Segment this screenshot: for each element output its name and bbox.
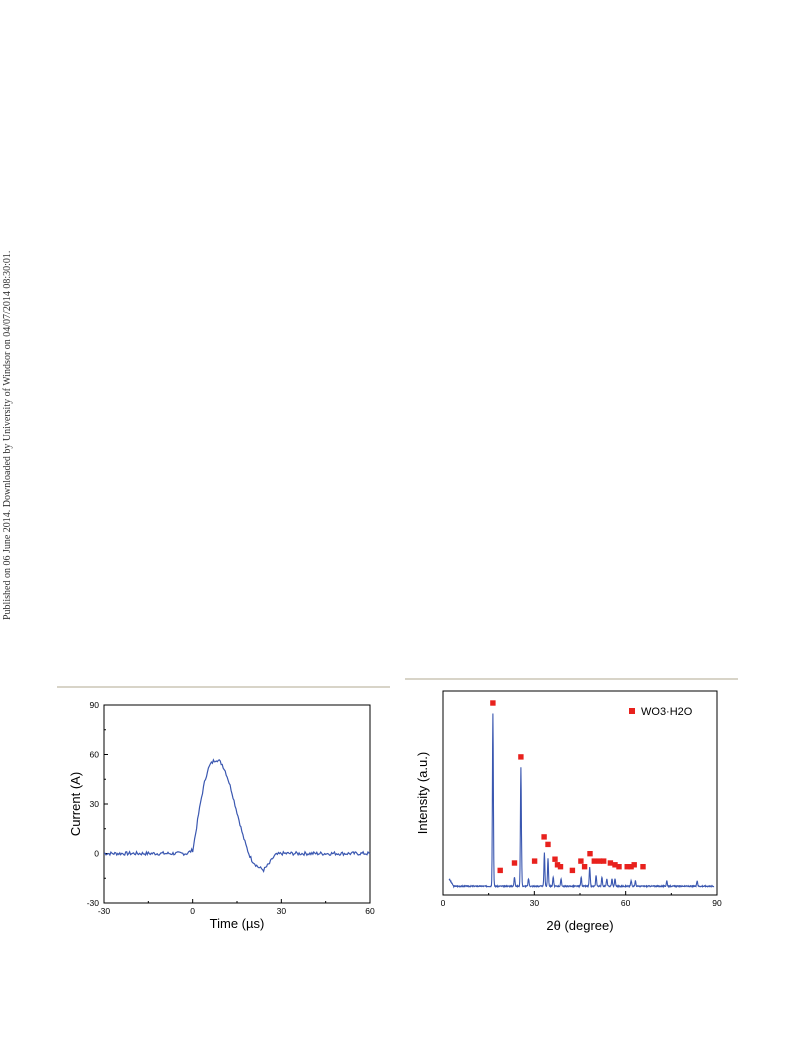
peak-marker (541, 834, 547, 840)
peak-marker (616, 864, 622, 870)
y-tick-label: 60 (90, 750, 100, 760)
xrd-pattern-trace (448, 713, 715, 889)
xrd-chart-frame (442, 690, 718, 896)
xrd-x-axis-label: 2θ (degree) (546, 918, 613, 933)
peak-marker (612, 862, 618, 868)
peak-marker (596, 858, 603, 864)
peak-marker (490, 700, 496, 706)
x-tick-label: -30 (98, 906, 111, 916)
y-tick-label: 90 (90, 700, 100, 710)
peak-marker (591, 858, 597, 864)
x-tick-label: 30 (530, 898, 540, 908)
peak-marker (578, 858, 584, 864)
right-divider-rule (405, 678, 738, 680)
x-tick-label: 90 (712, 898, 722, 908)
x-tick-label: 30 (277, 906, 287, 916)
xrd-y-axis-label: Intensity (a.u.) (415, 752, 430, 834)
peak-marker (511, 860, 518, 866)
current-chart-frame (103, 704, 371, 904)
peak-marker (554, 862, 561, 868)
y-tick-label: 0 (94, 849, 99, 859)
current-x-axis-label: Time (µs) (210, 916, 265, 931)
left-divider-rule (57, 686, 390, 688)
x-tick-label: 60 (621, 898, 631, 908)
peak-marker (607, 860, 614, 866)
peak-marker (531, 858, 538, 864)
peak-marker (631, 862, 637, 868)
peak-marker (581, 864, 588, 870)
xrd-chart: 0 30 60 90 WO3·H2O 2θ (degree) Intensity (a… (415, 690, 722, 933)
x-tick-label: 60 (365, 906, 375, 916)
y-tick-label: -30 (87, 898, 100, 908)
x-tick-label: 0 (441, 898, 446, 908)
peak-marker (497, 867, 503, 874)
peak-marker (545, 841, 551, 848)
current-chart: -30 0 30 60 -30 0 30 60 90 Time (µs) Current (A) (68, 700, 375, 931)
peak-marker (587, 851, 593, 857)
peak-marker (640, 864, 646, 870)
peak-marker (601, 858, 607, 864)
y-tick-label: 30 (90, 799, 100, 809)
peak-marker (552, 856, 558, 862)
peak-marker (628, 864, 634, 870)
x-tick-label: 0 (190, 906, 195, 916)
legend-marker (629, 708, 635, 714)
peak-marker (518, 754, 524, 760)
current-trace (103, 758, 371, 873)
current-y-axis-label: Current (A) (68, 772, 83, 836)
peak-marker (624, 864, 630, 870)
peak-marker (557, 864, 564, 870)
legend-label: WO3·H2O (641, 706, 693, 718)
peak-marker (569, 867, 576, 874)
